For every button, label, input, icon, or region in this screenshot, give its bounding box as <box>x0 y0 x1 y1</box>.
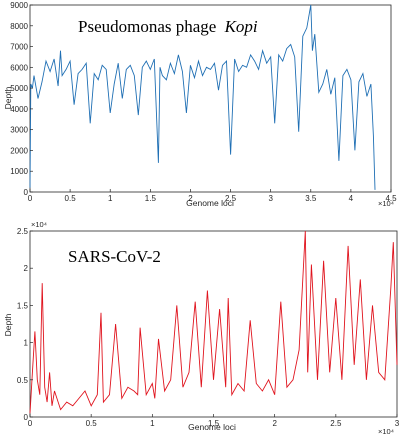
x-tick-label: 0.5 <box>86 419 98 428</box>
y-tick-label: 2 <box>24 264 29 273</box>
x-tick-label: 4.5 <box>385 194 397 203</box>
y-ticks: 0 0.5 1 1.5 2 2.5 <box>17 227 33 422</box>
x-tick-label: 1.5 <box>208 419 220 428</box>
x-axis-label: Genome loci <box>186 198 234 208</box>
y-tick-label: 6000 <box>10 63 28 72</box>
x-tick-label: 3 <box>268 194 273 203</box>
x-tick-label: 0.5 <box>65 194 77 203</box>
x-tick-label: 3 <box>395 419 400 428</box>
x-ticks: 0 0.5 1 1.5 2 2.5 3 3.5 4 4.5 <box>28 189 397 203</box>
chart-title-italic: Kopi <box>224 17 258 36</box>
x-ticks: 0 0.5 1 1.5 2 2.5 3 <box>28 414 400 428</box>
y-exponent: ×10⁴ <box>31 220 47 229</box>
panel-sars: 0 0.5 1 1.5 2 2.5 3 0 0.5 1 1.5 2 2.5 Genome loci D… <box>3 220 400 436</box>
y-tick-label: 2.5 <box>17 227 29 236</box>
series-line <box>29 230 398 414</box>
x-axis-label: Genome loci <box>188 422 236 432</box>
y-tick-label: 9000 <box>10 1 28 10</box>
x-tick-label: 0 <box>28 419 33 428</box>
y-axis-label: Depth <box>3 86 13 109</box>
x-tick-label: 2.5 <box>330 419 342 428</box>
y-tick-label: 1000 <box>10 167 28 176</box>
chart-title-main: Pseudomonas phage <box>78 17 216 36</box>
chart-title: Pseudomonas phage Kopi <box>78 17 258 36</box>
y-tick-label: 8000 <box>10 22 28 31</box>
chart-title: SARS-CoV-2 <box>68 247 161 266</box>
x-tick-label: 1 <box>108 194 113 203</box>
y-tick-label: 0 <box>24 188 29 197</box>
x-tick-label: 1 <box>150 419 155 428</box>
y-tick-label: 2000 <box>10 146 28 155</box>
x-tick-label: 2 <box>188 194 193 203</box>
y-ticks: 0 1000 2000 3000 4000 5000 6000 7000 8000 9000 <box>10 1 33 197</box>
plot-area <box>29 4 392 193</box>
plot-area <box>29 230 398 418</box>
y-tick-label: 4000 <box>10 105 28 114</box>
x-tick-label: 3.5 <box>305 194 317 203</box>
x-tick-label: 1.5 <box>145 194 157 203</box>
y-tick-label: 0 <box>24 413 29 422</box>
y-tick-label: 0.5 <box>17 376 29 385</box>
panel-phage: 0 0.5 1 1.5 2 2.5 3 3.5 4 4.5 0 1000 2000 3000 4000 50… <box>3 1 397 208</box>
x-tick-label: 2.5 <box>225 194 237 203</box>
x-exponent: ×10⁴ <box>378 427 394 436</box>
y-tick-label: 7000 <box>10 43 28 52</box>
y-tick-label: 5000 <box>10 84 28 93</box>
series-line <box>29 4 376 190</box>
x-tick-label: 4 <box>349 194 354 203</box>
x-exponent: ×10⁴ <box>378 199 394 208</box>
y-tick-label: 1 <box>24 339 29 348</box>
y-tick-label: 3000 <box>10 126 28 135</box>
y-axis-label: Depth <box>3 313 13 336</box>
y-tick-label: 1.5 <box>17 301 29 310</box>
x-tick-label: 0 <box>28 194 33 203</box>
x-tick-label: 2 <box>272 419 277 428</box>
